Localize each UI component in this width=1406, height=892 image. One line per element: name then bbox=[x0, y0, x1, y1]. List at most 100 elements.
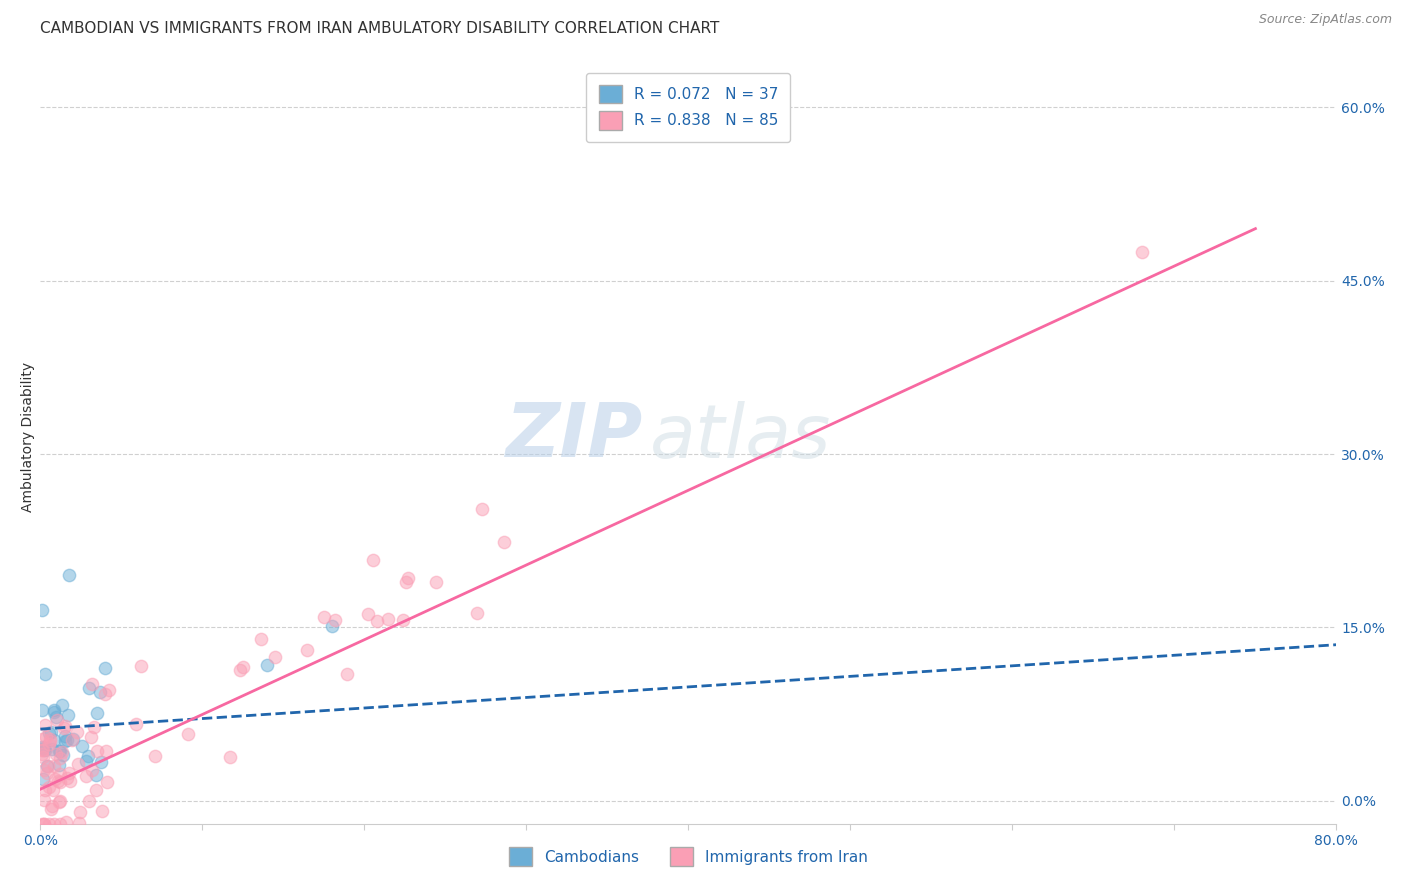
Point bbox=[125, 717, 148, 731]
Point bbox=[31, 603, 53, 617]
Point bbox=[67, 756, 90, 771]
Point bbox=[58, 568, 80, 582]
Point bbox=[34, 793, 56, 807]
Point bbox=[77, 748, 100, 763]
Point bbox=[31, 703, 53, 717]
Point bbox=[48, 744, 70, 758]
Point bbox=[52, 747, 75, 762]
Point bbox=[49, 775, 72, 789]
Text: ZIP: ZIP bbox=[506, 401, 643, 473]
Point bbox=[58, 765, 80, 780]
Point bbox=[34, 667, 56, 681]
Point bbox=[219, 750, 242, 764]
Text: Source: ZipAtlas.com: Source: ZipAtlas.com bbox=[1258, 13, 1392, 27]
Point bbox=[77, 794, 100, 808]
Point bbox=[129, 659, 152, 673]
Point bbox=[94, 687, 117, 701]
Point bbox=[82, 763, 104, 777]
Point bbox=[34, 783, 56, 797]
Point bbox=[361, 553, 384, 567]
Point bbox=[56, 771, 79, 785]
Point bbox=[38, 780, 60, 794]
Point bbox=[94, 661, 117, 675]
Point bbox=[67, 815, 90, 830]
Point bbox=[37, 759, 59, 773]
Point bbox=[75, 754, 97, 768]
Point bbox=[41, 724, 63, 739]
Point bbox=[44, 772, 66, 786]
Point bbox=[35, 766, 58, 780]
Point bbox=[49, 751, 72, 765]
Point bbox=[256, 658, 278, 673]
Point bbox=[62, 732, 84, 747]
Point bbox=[56, 707, 79, 722]
Point bbox=[38, 817, 60, 831]
Point bbox=[45, 709, 67, 723]
Point bbox=[91, 804, 114, 818]
Point bbox=[53, 721, 76, 735]
Point bbox=[323, 613, 346, 627]
Point bbox=[69, 805, 91, 819]
Point bbox=[77, 681, 100, 695]
Point bbox=[41, 798, 63, 813]
Point bbox=[75, 769, 97, 783]
Point bbox=[250, 632, 273, 646]
Point bbox=[89, 685, 111, 699]
Point bbox=[48, 817, 70, 831]
Point bbox=[145, 749, 167, 764]
Point bbox=[66, 724, 89, 739]
Point bbox=[59, 773, 82, 788]
Point bbox=[395, 575, 418, 590]
Point bbox=[84, 782, 107, 797]
Point bbox=[51, 698, 73, 712]
Point bbox=[34, 718, 56, 732]
Point bbox=[32, 817, 55, 831]
Point bbox=[314, 609, 336, 624]
Point bbox=[49, 744, 72, 758]
Point bbox=[32, 740, 55, 755]
Point bbox=[228, 663, 250, 677]
Point bbox=[465, 606, 488, 620]
Point bbox=[31, 817, 53, 831]
Point bbox=[336, 667, 359, 681]
Point bbox=[48, 795, 70, 809]
Point bbox=[32, 772, 55, 786]
Point bbox=[45, 713, 67, 727]
Point bbox=[53, 719, 76, 733]
Text: atlas: atlas bbox=[650, 401, 831, 473]
Point bbox=[86, 744, 108, 758]
Point bbox=[31, 747, 53, 762]
Point bbox=[96, 775, 118, 789]
Point bbox=[396, 572, 419, 586]
Point bbox=[38, 731, 60, 746]
Point bbox=[366, 614, 388, 628]
Point bbox=[55, 815, 77, 830]
Point bbox=[44, 733, 66, 747]
Point bbox=[60, 732, 83, 747]
Point bbox=[94, 744, 117, 758]
Point bbox=[53, 734, 76, 748]
Point bbox=[97, 683, 120, 698]
Point bbox=[90, 756, 112, 770]
Point bbox=[80, 730, 103, 744]
Point bbox=[38, 737, 60, 751]
Point bbox=[45, 747, 67, 761]
Point bbox=[53, 729, 76, 743]
Point bbox=[177, 727, 200, 741]
Point bbox=[42, 703, 65, 717]
Point bbox=[34, 763, 56, 777]
Point bbox=[48, 773, 70, 788]
Point bbox=[232, 660, 254, 674]
Point bbox=[34, 743, 56, 757]
Point bbox=[51, 745, 73, 759]
Point bbox=[297, 643, 319, 657]
Point bbox=[56, 733, 79, 747]
Y-axis label: Ambulatory Disability: Ambulatory Disability bbox=[21, 361, 35, 512]
Point bbox=[392, 613, 415, 627]
Point bbox=[492, 535, 515, 549]
Point bbox=[32, 817, 55, 831]
Point bbox=[48, 794, 70, 808]
Point bbox=[41, 741, 63, 756]
Point bbox=[48, 758, 70, 772]
Point bbox=[84, 768, 107, 782]
